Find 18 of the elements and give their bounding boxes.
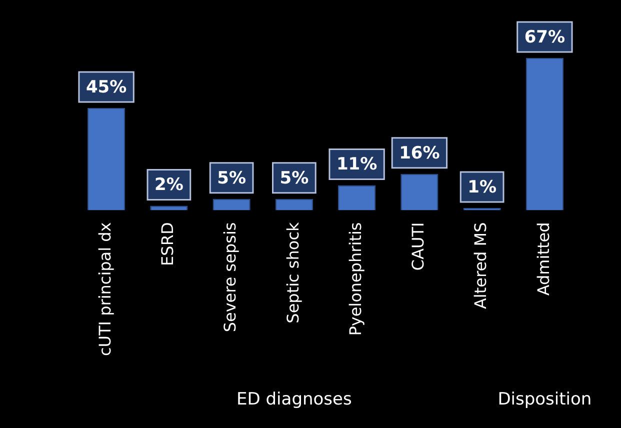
text: Disposition — [498, 389, 592, 410]
x-tick-label: Admitted — [534, 222, 553, 296]
text: ED diagnoses — [236, 389, 352, 410]
x-tick-label: ESRD — [158, 222, 178, 266]
data-label: 67% — [524, 27, 566, 48]
data-label: 1% — [468, 177, 496, 198]
x-tick-label: CAUTI — [408, 222, 428, 271]
data-label: 16% — [399, 143, 440, 164]
data-label: 2% — [154, 175, 184, 196]
data-label: 45% — [86, 77, 127, 98]
data-label: 5% — [280, 168, 309, 188]
x-tick-label: Altered MS — [471, 222, 490, 310]
x-tick-label: cUTI principal dx — [95, 222, 114, 356]
data-label: 11% — [336, 154, 378, 175]
x-tick-label: Pyelonephritis — [346, 222, 365, 336]
x-tick-label: Severe sepsis — [220, 222, 240, 332]
data-label: 5% — [217, 168, 246, 188]
x-tick-label: Septic shock — [283, 222, 302, 324]
